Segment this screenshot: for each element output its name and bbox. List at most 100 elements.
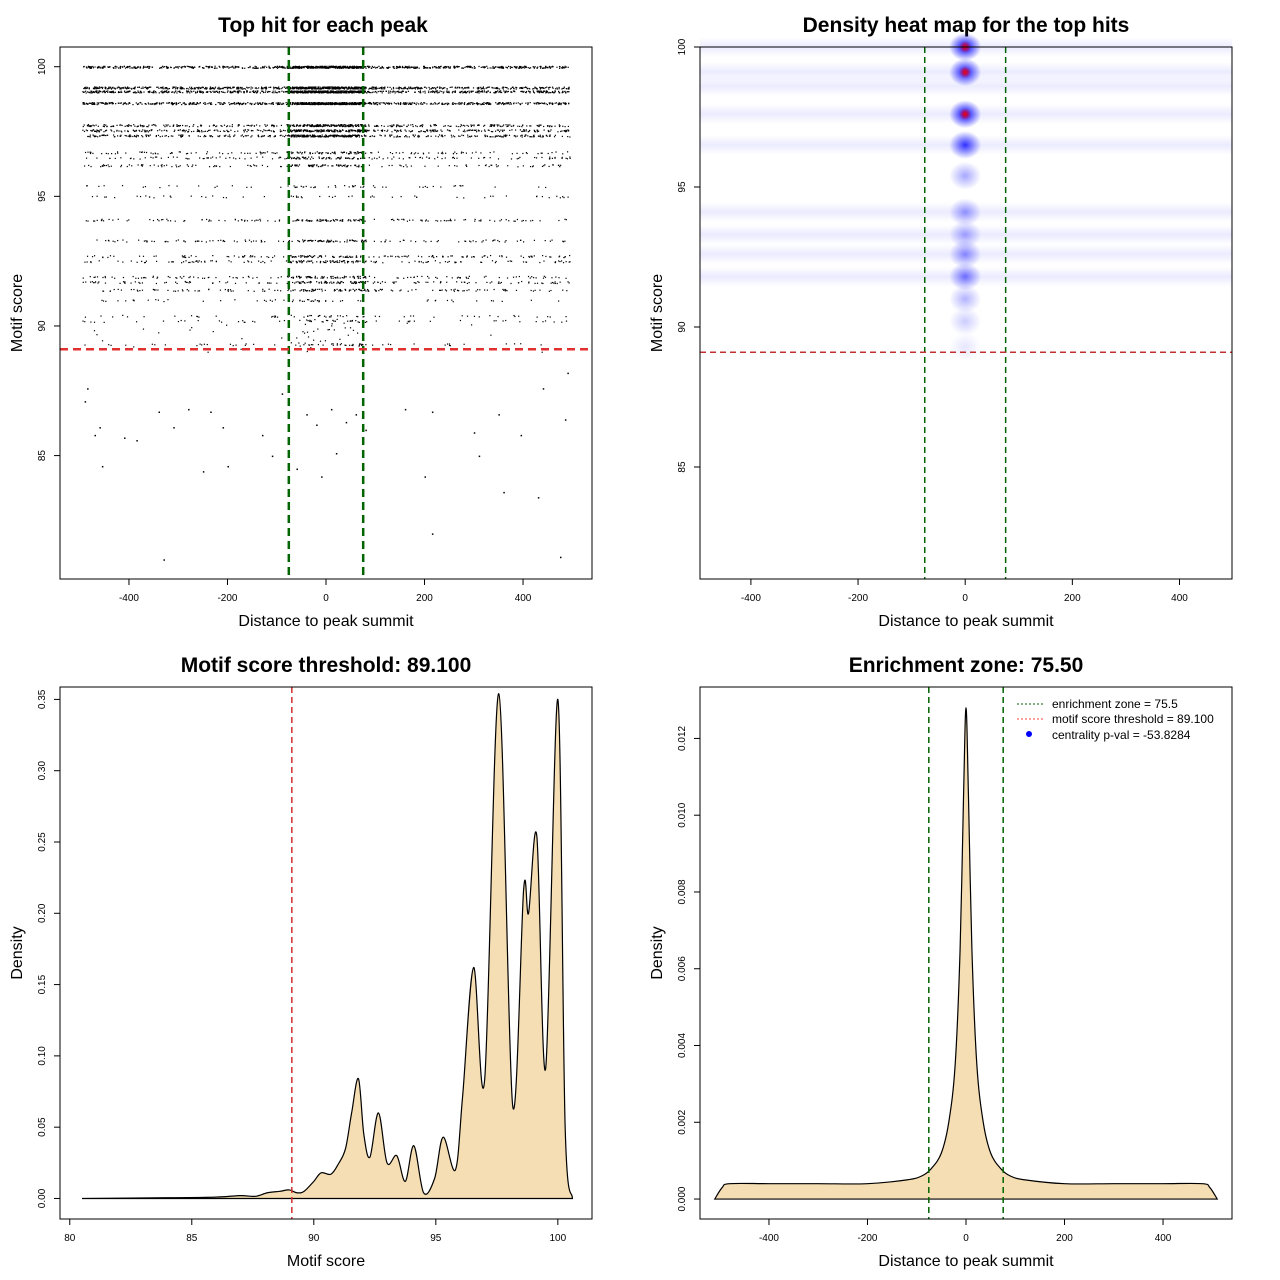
scatter-point: [458, 102, 460, 104]
scatter-point: [317, 125, 319, 127]
scatter-point: [120, 102, 123, 104]
scatter-point: [95, 87, 97, 89]
scatter-point: [350, 87, 353, 89]
scatter-point: [313, 134, 315, 136]
scatter-point: [344, 134, 346, 136]
scatter-point: [417, 103, 420, 105]
scatter-point: [122, 103, 124, 106]
scatter-point: [357, 152, 359, 154]
scatter-point: [416, 102, 418, 104]
scatter-point: [255, 92, 258, 94]
scatter-point: [269, 86, 272, 88]
scatter-point: [211, 103, 213, 105]
scatter-point: [340, 92, 342, 94]
scatter-point: [569, 136, 571, 138]
scatter-point: [146, 88, 148, 90]
scatter-point: [430, 91, 432, 93]
scatter-point: [82, 101, 84, 104]
scatter-point: [435, 87, 437, 89]
scatter-point: [320, 87, 322, 89]
scatter-point: [298, 130, 300, 132]
scatter-point: [228, 87, 230, 89]
scatter-point: [215, 125, 217, 128]
scatter-point: [533, 88, 535, 90]
scatter-point: [226, 125, 228, 128]
scatter-point: [560, 103, 562, 106]
scatter-point: [524, 135, 526, 137]
scatter-point: [386, 67, 388, 69]
scatter-point: [148, 67, 150, 69]
scatter-point: [341, 103, 344, 106]
scatter-point: [102, 66, 105, 68]
scatter-point: [186, 92, 188, 94]
scatter-point: [554, 91, 556, 93]
scatter-point: [256, 91, 259, 93]
scatter-point: [252, 130, 254, 132]
scatter-point: [516, 66, 518, 68]
scatter-point: [400, 130, 402, 133]
scatter-point: [419, 90, 422, 92]
scatter-point: [325, 135, 327, 137]
scatter-point: [417, 134, 419, 137]
scatter-point: [278, 103, 280, 105]
scatter-point: [525, 86, 527, 89]
scatter-point: [88, 88, 90, 90]
scatter-point: [494, 135, 497, 137]
scatter-point: [432, 129, 434, 131]
scatter-point: [166, 125, 168, 127]
scatter-point: [447, 125, 449, 127]
scatter-point: [276, 92, 278, 94]
scatter-point: [340, 130, 342, 132]
scatter-point: [342, 135, 344, 138]
scatter-point: [313, 135, 315, 137]
scatter-point: [499, 102, 501, 104]
scatter-point: [108, 66, 110, 68]
scatter-point: [162, 66, 165, 68]
scatter-point: [417, 88, 419, 90]
scatter-point: [89, 136, 91, 138]
scatter-point: [95, 91, 97, 93]
scatter-point: [398, 91, 400, 94]
scatter-point: [94, 88, 96, 90]
scatter-point: [419, 91, 421, 94]
scatter-point: [463, 91, 465, 94]
scatter-point: [358, 91, 360, 93]
scatter-point: [162, 91, 164, 94]
scatter-point: [358, 102, 360, 104]
scatter-point: [342, 90, 345, 92]
scatter-point: [269, 136, 271, 138]
scatter-point: [124, 101, 126, 104]
scatter-point: [335, 125, 337, 127]
scatter-point: [295, 65, 297, 68]
scatter-point: [486, 87, 488, 89]
scatter-point: [401, 87, 403, 90]
scatter-point: [482, 66, 484, 68]
scatter-point: [389, 90, 392, 92]
scatter-point: [383, 88, 385, 90]
scatter-point: [129, 134, 131, 136]
scatter-point: [313, 90, 316, 93]
scatter-point: [368, 125, 370, 127]
scatter-point: [529, 102, 531, 104]
scatter-point: [267, 129, 270, 131]
scatter-point: [498, 66, 500, 68]
scatter-point: [418, 87, 420, 89]
scatter-point: [556, 66, 558, 68]
scatter-point: [324, 103, 326, 106]
scatter-point: [551, 66, 553, 68]
scatter-point: [82, 91, 84, 93]
scatter-point: [206, 87, 208, 89]
scatter-point: [382, 102, 384, 104]
scatter-point: [145, 130, 147, 132]
scatter-point: [319, 103, 321, 106]
scatter-point: [435, 66, 437, 68]
scatter-point: [351, 124, 353, 126]
scatter-point: [318, 88, 320, 90]
scatter-point: [177, 67, 179, 69]
scatter-point: [351, 129, 353, 131]
scatter-point: [299, 66, 301, 68]
scatter-point: [223, 135, 225, 137]
scatter-point: [408, 86, 410, 88]
scatter-point: [142, 136, 144, 138]
scatter-point: [97, 87, 99, 90]
